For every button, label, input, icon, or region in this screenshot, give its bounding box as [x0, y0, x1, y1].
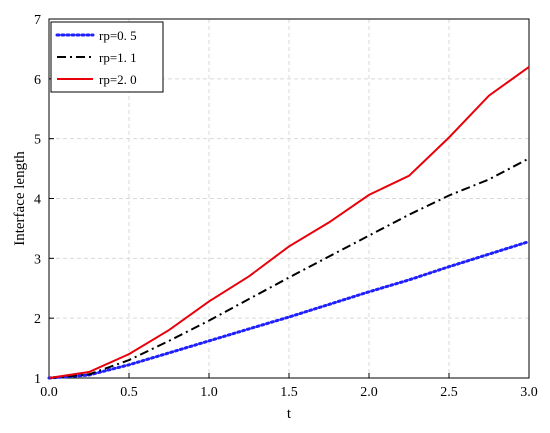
y-tick-label: 6	[34, 73, 41, 88]
x-tick-label: 2.0	[360, 385, 378, 400]
legend-label-2: rp=1. 1	[99, 50, 137, 65]
series-lines	[47, 66, 531, 380]
axis-ticks: 0.0 0.5 1.0 1.5 2.0 2.5 3.0 1 2 3 4 5 6 7	[34, 13, 538, 400]
y-axis-label: Interface length	[12, 151, 28, 246]
x-tick-label: 0.5	[120, 385, 138, 400]
y-tick-label: 4	[34, 193, 41, 208]
series-line-3	[48, 66, 530, 379]
x-tick-label: 3.0	[520, 385, 538, 400]
y-tick-label: 2	[34, 312, 41, 327]
y-tick-label: 1	[34, 372, 41, 387]
y-tick-label: 3	[34, 252, 41, 267]
x-tick-label: 1.5	[280, 385, 298, 400]
x-tick-label: 1.0	[200, 385, 218, 400]
x-tick-label: 0.0	[40, 385, 58, 400]
y-tick-label: 7	[34, 13, 41, 28]
legend: rp=0. 5 rp=1. 1 rp=2. 0	[50, 21, 164, 93]
x-tick-label: 2.5	[440, 385, 458, 400]
series-line-2	[48, 157, 530, 379]
series-line-1	[47, 240, 531, 380]
y-tick-label: 5	[34, 133, 41, 148]
legend-label-1: rp=0. 5	[99, 28, 137, 43]
x-axis-label: t	[287, 406, 292, 422]
legend-label-3: rp=2. 0	[99, 72, 137, 87]
